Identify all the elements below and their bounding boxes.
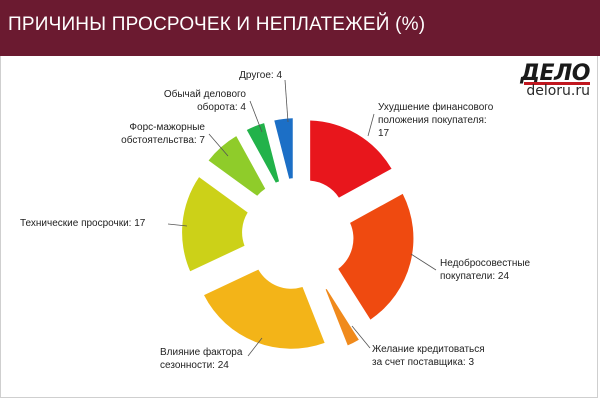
slice-label-6: Форс-мажорные обстоятельства: 7 [121, 122, 205, 146]
donut-slice-7 [246, 123, 280, 183]
logo-underline [524, 82, 590, 85]
logo-site: deloru.ru [526, 83, 590, 99]
donut-slice-1 [310, 120, 392, 198]
leader-line-8 [284, 79, 289, 123]
donut-slice-4 [204, 269, 325, 349]
header-bar: ПРИЧИНЫ ПРОСРОЧЕК И НЕПЛАТЕЖЕЙ (%) [0, 0, 600, 56]
donut-slice-6 [208, 136, 266, 196]
chart-title: ПРИЧИНЫ ПРОСРОЧЕК И НЕПЛАТЕЖЕЙ (%) [8, 14, 426, 35]
leader-line-6 [208, 133, 229, 157]
slice-label-4: Влияние фактора сезонности: 24 [160, 346, 243, 371]
donut-slice-2 [338, 193, 414, 320]
leader-line-3 [351, 325, 371, 349]
leader-line-4 [247, 337, 263, 357]
leader-line-1 [367, 113, 375, 137]
donut-slice-3 [325, 288, 359, 346]
slice-label-1: Ухудшение финансового положения покупател… [378, 101, 494, 139]
logo-word: ДЕЛО [520, 61, 590, 86]
delo-logo: ДЕЛО deloru.ru [520, 61, 590, 99]
slice-label-7: Обычай делового оборота: 4 [164, 88, 247, 113]
donut-slice-8 [274, 118, 293, 179]
leader-line-5 [167, 223, 188, 227]
slice-label-8: Другое: 4 [239, 70, 282, 81]
slice-label-3: Желание кредитоваться за счет поставщика:… [372, 344, 485, 368]
slice-label-5: Технические просрочки: 17 [20, 218, 146, 229]
slice-label-2: Недобросовестные покупатели: 24 [440, 257, 531, 282]
leader-line-2 [410, 253, 437, 271]
leader-line-7 [249, 100, 263, 133]
donut-slice-5 [182, 177, 248, 272]
